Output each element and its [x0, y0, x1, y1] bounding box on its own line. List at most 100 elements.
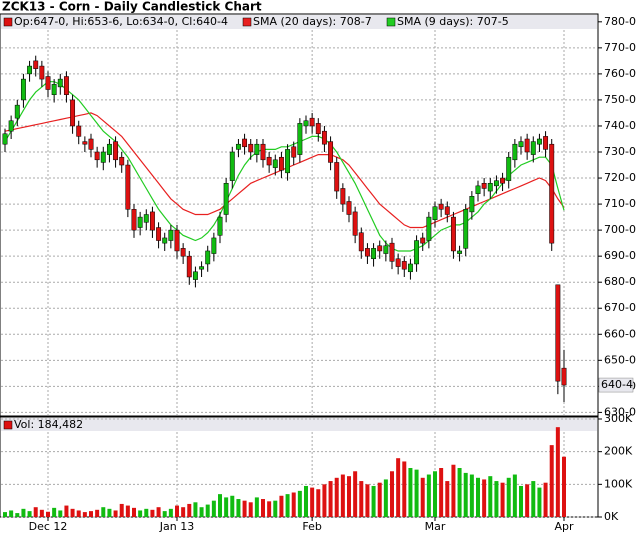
x-tick-label: Apr: [554, 520, 574, 533]
y-tick-label: 690-0: [604, 249, 636, 262]
volume-bar: [3, 512, 7, 517]
candle-body: [530, 141, 536, 155]
candle-body: [487, 183, 493, 192]
candle-body: [125, 164, 131, 210]
candle-body: [272, 159, 278, 168]
x-tick-label: Feb: [302, 520, 321, 533]
candle-body: [82, 141, 88, 145]
candle-body: [407, 263, 413, 273]
candle-body: [8, 120, 14, 132]
volume-bar: [555, 427, 560, 517]
y-tick-label: 780-0: [604, 15, 636, 28]
volume-bar: [168, 508, 173, 517]
candle-body: [457, 250, 463, 254]
volume-bar: [469, 474, 474, 517]
candle-body: [444, 206, 450, 215]
volume-bar: [457, 468, 462, 517]
candle-body: [76, 125, 82, 137]
y-tick-label: 100K: [604, 477, 633, 490]
volume-bar: [562, 456, 566, 517]
candle-body: [450, 216, 456, 252]
candle-body: [137, 216, 143, 228]
candle-body: [180, 248, 186, 257]
volume-bar: [420, 477, 425, 517]
volume-bar: [494, 481, 499, 517]
volume-bar: [334, 477, 339, 517]
volume-bar: [390, 471, 394, 517]
y-tick-label: 710-0: [604, 197, 636, 210]
volume-bar: [310, 487, 315, 517]
volume-bar: [138, 510, 143, 517]
y-tick-label: 660-0: [604, 327, 636, 340]
volume-bar: [70, 508, 75, 517]
candle-body: [401, 261, 407, 270]
volume-bar: [76, 510, 81, 517]
last-price-label: 640-4: [601, 378, 633, 391]
volume-bar: [95, 509, 100, 517]
volume-bar: [463, 472, 468, 517]
candle-body: [549, 143, 555, 244]
volume-bar: [236, 499, 241, 517]
x-tick-label: Dec 12: [29, 520, 68, 533]
candle-body: [113, 141, 119, 161]
volume-bar: [451, 464, 456, 517]
y-tick-label: 650-0: [604, 353, 636, 366]
volume-bar: [175, 505, 179, 517]
volume-bar: [39, 509, 44, 517]
candle-body: [57, 78, 63, 88]
volume-bar: [549, 445, 554, 517]
candle-body: [217, 216, 223, 236]
volume-bar: [242, 500, 247, 517]
candle-body: [518, 141, 524, 148]
candle-body: [260, 143, 266, 161]
volume-bar: [445, 481, 450, 517]
y-tick-label: 300K: [604, 412, 633, 425]
candle-body: [70, 99, 76, 127]
candle-body: [242, 138, 248, 148]
candle-body: [303, 120, 309, 127]
volume-bar: [132, 507, 136, 517]
y-tick-label: 750-0: [604, 93, 636, 106]
candle-body: [383, 245, 389, 254]
volume-bar: [377, 482, 382, 517]
volume-bar: [512, 474, 517, 517]
candle-body: [321, 130, 327, 145]
candle-body: [162, 237, 168, 244]
candle-body: [51, 84, 57, 95]
legend-swatch: [3, 17, 13, 27]
volume-bar: [488, 476, 493, 517]
volume-bar: [353, 471, 358, 517]
volume-legend: Vol: 184,482: [14, 418, 83, 431]
candle-body: [358, 232, 364, 252]
candle-body: [174, 229, 180, 252]
volume-bar: [230, 495, 235, 517]
x-tick-label: Mar: [425, 520, 446, 533]
volume-bar: [89, 511, 93, 517]
candle-body: [377, 245, 383, 252]
volume-bar: [267, 501, 272, 517]
y-tick-label: 700-0: [604, 223, 636, 236]
volume-bar: [340, 474, 345, 517]
candle-body: [143, 214, 149, 223]
candle-body: [536, 138, 542, 145]
candle-body: [14, 104, 20, 119]
candle-body: [33, 60, 39, 69]
candle-body: [475, 185, 481, 194]
volume-bar: [162, 511, 167, 517]
volume-bar: [33, 507, 38, 517]
volume-bar: [543, 482, 548, 517]
volume-bar: [199, 507, 204, 517]
volume-bar: [82, 512, 87, 517]
volume-bar: [500, 482, 505, 517]
candle-body: [63, 76, 69, 95]
volume-bar: [433, 471, 437, 517]
candle-body: [266, 156, 272, 166]
volume-bar: [15, 513, 20, 517]
y-tick-label: 680-0: [604, 275, 636, 288]
volume-bar: [347, 476, 351, 517]
candle-body: [278, 156, 284, 171]
candle-body: [469, 196, 475, 213]
volume-bar: [383, 479, 388, 517]
candle-body: [328, 141, 334, 163]
volume-bar: [193, 502, 198, 517]
